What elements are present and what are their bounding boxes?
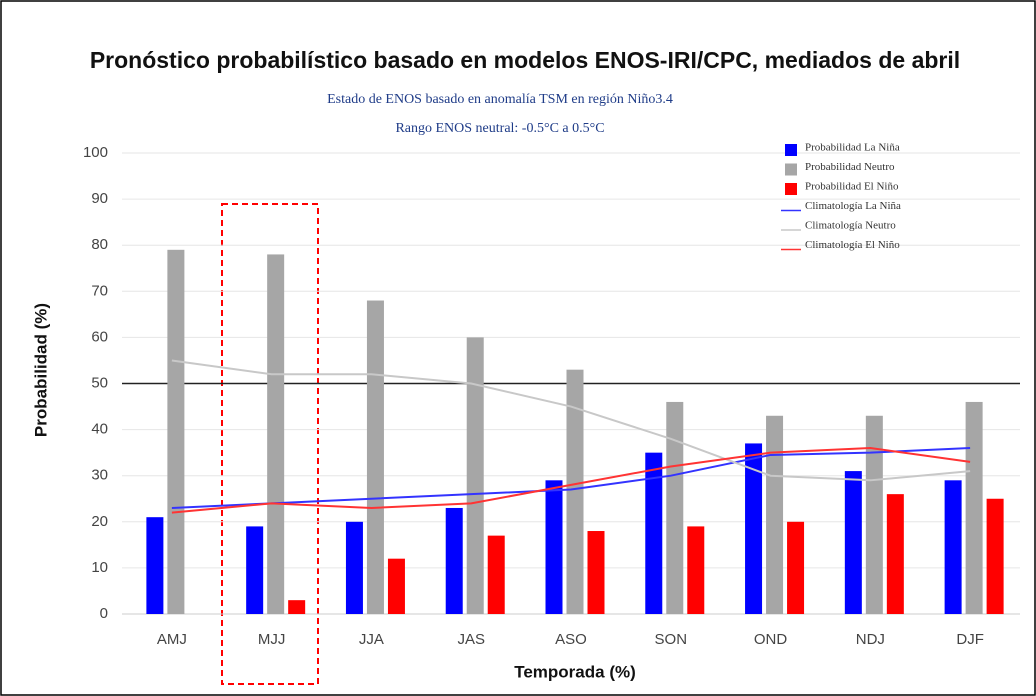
- bar: [587, 531, 605, 614]
- y-tick-label: 60: [91, 328, 108, 345]
- legend-label: Probabilidad La Niña: [805, 142, 900, 154]
- legend-label: Probabilidad El Niño: [805, 181, 899, 193]
- legend-label: Climatología La Niña: [805, 200, 901, 212]
- bar: [288, 600, 306, 614]
- bar: [566, 369, 584, 614]
- bar: [445, 507, 463, 614]
- y-tick-label: 90: [91, 190, 108, 207]
- x-axis-label: Temporada (%): [514, 662, 636, 681]
- legend-label: Probabilidad Neutro: [805, 161, 895, 173]
- x-tick-label: DJF: [956, 631, 984, 648]
- y-tick-label: 30: [91, 467, 108, 484]
- bar: [687, 526, 705, 614]
- line: [171, 359, 971, 482]
- legend-label: Climatología Neutro: [805, 220, 896, 232]
- y-axis-label: Probabilidad (%): [31, 303, 50, 437]
- bar: [944, 480, 962, 614]
- x-tick-label: SON: [655, 631, 688, 648]
- x-tick-label: NDJ: [856, 631, 885, 648]
- bar: [466, 337, 484, 614]
- bar: [545, 480, 563, 614]
- bar: [146, 517, 164, 614]
- bar: [787, 521, 805, 614]
- bar: [986, 498, 1004, 614]
- bar: [366, 300, 384, 614]
- x-tick-label: ASO: [555, 631, 587, 648]
- y-tick-label: 50: [91, 374, 108, 391]
- line: [171, 447, 971, 514]
- bar: [387, 558, 405, 614]
- y-tick-label: 80: [91, 236, 108, 253]
- bar: [745, 443, 763, 614]
- bar: [666, 401, 684, 614]
- y-tick-label: 100: [83, 144, 108, 161]
- bar: [345, 521, 363, 614]
- bar: [766, 415, 784, 614]
- chart-title: Pronóstico probabilístico basado en mode…: [90, 47, 960, 73]
- x-tick-label: AMJ: [157, 631, 187, 648]
- x-tick-label: JJA: [359, 631, 384, 648]
- bar: [167, 249, 185, 614]
- x-tick-label: OND: [754, 631, 788, 648]
- bar: [267, 254, 285, 615]
- bar: [487, 535, 505, 614]
- bar: [865, 415, 883, 614]
- y-tick-label: 20: [91, 513, 108, 530]
- subtitle: Estado de ENOS basado en anomalía TSM en…: [327, 92, 673, 107]
- line: [171, 447, 971, 509]
- subtitle: Rango ENOS neutral: -0.5°C a 0.5°C: [395, 121, 604, 136]
- bar: [645, 452, 663, 614]
- bar: [844, 471, 862, 614]
- legend-swatch: [785, 183, 797, 195]
- bar: [965, 401, 983, 614]
- y-tick-label: 0: [100, 605, 108, 622]
- bar: [886, 494, 904, 614]
- legend-swatch: [785, 163, 797, 176]
- x-tick-label: JAS: [457, 631, 485, 648]
- y-tick-label: 70: [91, 282, 108, 299]
- legend-swatch: [785, 144, 797, 156]
- legend-label: Climatología El Niño: [805, 239, 900, 251]
- bar: [246, 526, 264, 614]
- y-tick-label: 40: [91, 421, 108, 438]
- highlight-box: [221, 203, 319, 685]
- y-tick-label: 10: [91, 559, 108, 576]
- x-tick-label: MJJ: [258, 631, 286, 648]
